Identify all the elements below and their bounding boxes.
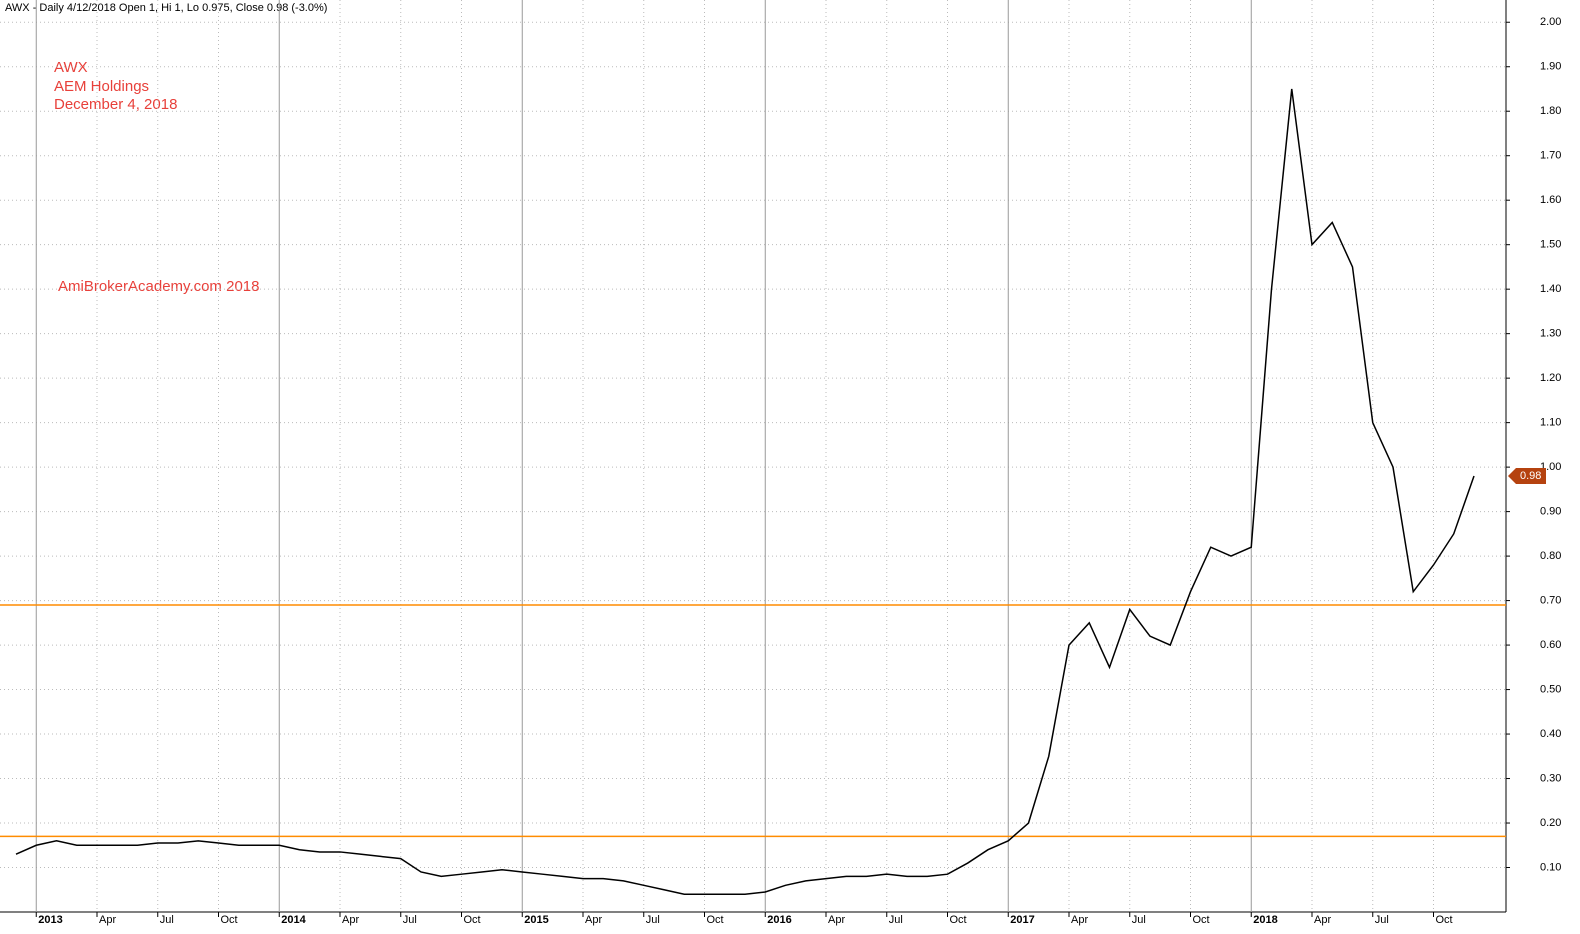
y-tick-label: 1.90 bbox=[1540, 61, 1561, 73]
x-tick-label: Jul bbox=[1132, 914, 1146, 926]
x-tick-label: Oct bbox=[1436, 914, 1453, 926]
y-tick-label: 0.40 bbox=[1540, 728, 1561, 740]
x-tick-label: 2015 bbox=[524, 914, 548, 926]
y-tick-label: 0.60 bbox=[1540, 639, 1561, 651]
x-tick-label: Oct bbox=[464, 914, 481, 926]
y-tick-label: 1.10 bbox=[1540, 417, 1561, 429]
y-tick-label: 1.20 bbox=[1540, 372, 1561, 384]
price-line bbox=[15, 88, 1475, 895]
y-tick-label: 1.30 bbox=[1540, 328, 1561, 340]
y-tick-label: 0.80 bbox=[1540, 550, 1561, 562]
x-tick-label: Jul bbox=[889, 914, 903, 926]
x-tick-label: 2013 bbox=[38, 914, 62, 926]
last-price-marker bbox=[1508, 468, 1546, 485]
y-tick-label: 0.70 bbox=[1540, 594, 1561, 606]
x-tick-label: Apr bbox=[1071, 914, 1088, 926]
y-tick-label: 0.90 bbox=[1540, 506, 1561, 518]
annotation: AEM Holdings bbox=[54, 78, 149, 95]
y-tick-label: 0.20 bbox=[1540, 817, 1561, 829]
annotation: AWX bbox=[54, 59, 88, 76]
x-tick-label: Apr bbox=[342, 914, 359, 926]
y-tick-label: 1.60 bbox=[1540, 194, 1561, 206]
last-price-label: 0.98 bbox=[1520, 470, 1541, 482]
x-tick-label: Oct bbox=[950, 914, 967, 926]
x-tick-label: Jul bbox=[1375, 914, 1389, 926]
y-tick-label: 0.30 bbox=[1540, 772, 1561, 784]
y-tick-label: 1.40 bbox=[1540, 283, 1561, 295]
x-tick-label: 2016 bbox=[767, 914, 791, 926]
x-tick-label: Oct bbox=[707, 914, 724, 926]
x-tick-label: Jul bbox=[403, 914, 417, 926]
x-tick-label: 2017 bbox=[1010, 914, 1034, 926]
annotation: December 4, 2018 bbox=[54, 96, 177, 113]
x-tick-label: Apr bbox=[1314, 914, 1331, 926]
x-tick-label: Oct bbox=[221, 914, 238, 926]
y-tick-label: 1.50 bbox=[1540, 239, 1561, 251]
x-tick-label: 2018 bbox=[1253, 914, 1277, 926]
watermark: AmiBrokerAcademy.com 2018 bbox=[58, 278, 259, 295]
y-tick-label: 0.10 bbox=[1540, 861, 1561, 873]
x-tick-label: Oct bbox=[1193, 914, 1210, 926]
x-tick-label: 2014 bbox=[281, 914, 306, 926]
x-tick-label: Jul bbox=[160, 914, 174, 926]
x-tick-label: Jul bbox=[646, 914, 660, 926]
y-tick-label: 0.50 bbox=[1540, 683, 1561, 695]
y-tick-label: 2.00 bbox=[1540, 16, 1561, 28]
x-tick-label: Apr bbox=[828, 914, 845, 926]
y-tick-label: 1.70 bbox=[1540, 150, 1561, 162]
x-tick-label: Apr bbox=[99, 914, 116, 926]
x-tick-label: Apr bbox=[585, 914, 602, 926]
chart-header: AWX - Daily 4/12/2018 Open 1, Hi 1, Lo 0… bbox=[5, 2, 327, 14]
y-tick-label: 1.80 bbox=[1540, 105, 1561, 117]
